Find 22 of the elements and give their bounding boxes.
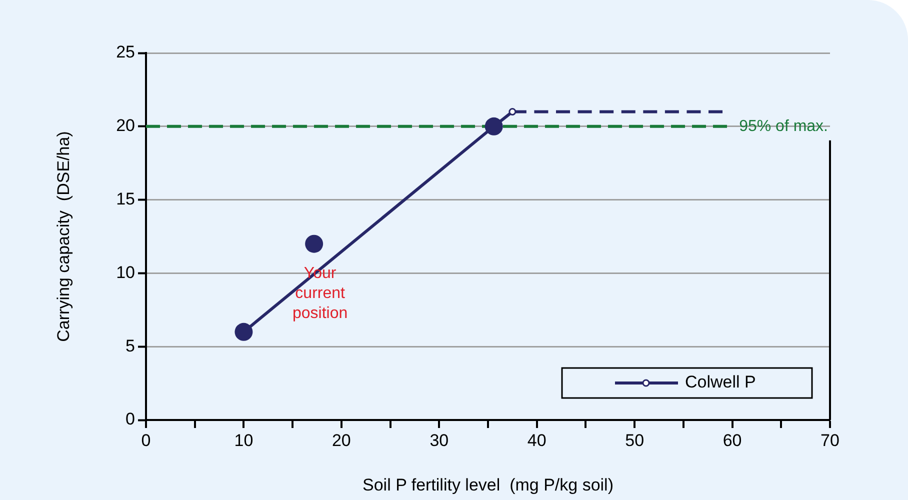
y-tick-label: 0 [126,410,135,429]
point [234,322,253,341]
x-tick-label: 60 [722,430,742,450]
x-tick-label: 70 [820,430,840,450]
y-tick-label: 20 [116,116,135,136]
x-tick-label: 50 [625,430,644,450]
y-tick-label: 15 [116,189,135,208]
legend-label: Colwell P [685,372,756,392]
y-tick-label: 25 [116,42,135,62]
x-tick-label: 20 [332,430,351,450]
point [484,117,503,136]
x-tick-label: 30 [430,430,449,450]
ref-line-label: 95% of max. [739,118,828,135]
x-axis-title: Soil P fertility level (mg P/kg soil) [362,475,614,494]
x-tick-label: 10 [234,430,254,450]
point [305,234,324,253]
y-tick-label: 10 [116,262,135,282]
y-axis-title: Carrying capacity (DSE/ha) [54,131,73,342]
point [508,108,516,116]
x-tick-label: 40 [527,430,546,450]
x-tick-label: 0 [141,430,151,450]
y-tick-label: 5 [126,336,135,356]
